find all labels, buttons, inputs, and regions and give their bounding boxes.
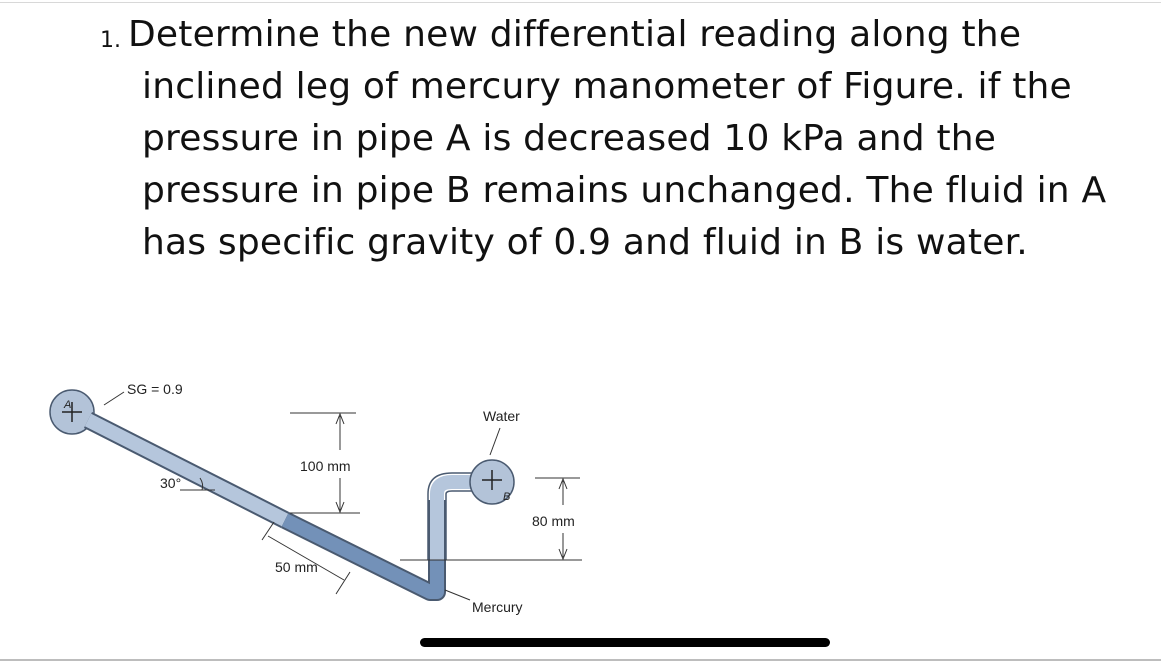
- arrowheads: [558, 477, 568, 561]
- angle-arc: [199, 477, 204, 491]
- label-sg: SG = 0.9: [127, 381, 183, 397]
- arrowheads: [335, 412, 345, 514]
- question-line: has specific gravity of 0.9 and fluid in…: [142, 222, 1028, 263]
- dimension-line: [261, 521, 275, 541]
- question-line: pressure in pipe B remains unchanged. Th…: [142, 170, 1107, 211]
- tube-mercury: [281, 513, 444, 599]
- label-50mm: 50 mm: [275, 559, 318, 575]
- question-line: pressure in pipe A is decreased 10 kPa a…: [142, 118, 997, 159]
- question-number: 1.: [100, 28, 121, 53]
- bottom-border: [0, 659, 1161, 661]
- label-a: A: [63, 399, 71, 411]
- dimension-line: [335, 571, 351, 595]
- label-b: B: [503, 491, 510, 503]
- tube-water: [430, 475, 475, 560]
- question-line: inclined leg of mercury manometer of Fig…: [142, 66, 1072, 107]
- leader: [444, 589, 471, 601]
- dimension-line: [267, 535, 345, 581]
- leader: [103, 391, 125, 406]
- label-water: Water: [483, 408, 520, 424]
- question-line: Determine the new differential reading a…: [128, 14, 1022, 55]
- leader: [489, 427, 501, 456]
- tube-fluid-a: [84, 413, 289, 527]
- label-80mm: 80 mm: [532, 513, 575, 529]
- label-mercury: Mercury: [472, 599, 523, 615]
- label-100mm: 100 mm: [300, 458, 351, 474]
- label-angle: 30°: [160, 475, 181, 491]
- home-indicator: [420, 638, 830, 647]
- top-border: [0, 2, 1161, 3]
- tube-edge: [427, 472, 475, 560]
